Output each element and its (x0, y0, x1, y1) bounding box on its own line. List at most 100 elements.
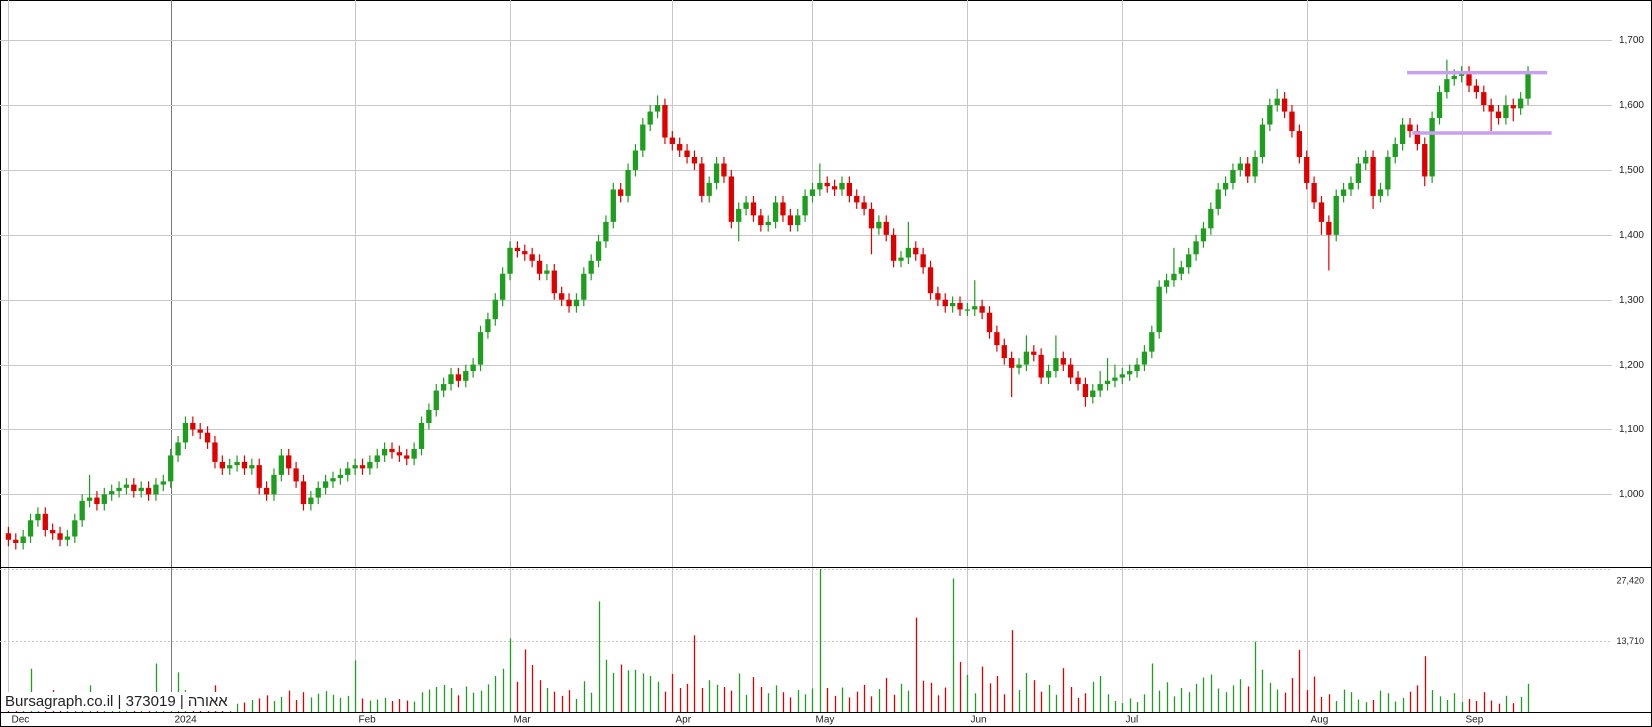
candle-body (359, 465, 366, 469)
candle-body (1289, 111, 1295, 132)
candle-body (1075, 377, 1081, 385)
candle-body (1193, 241, 1199, 255)
candle-body (308, 497, 314, 505)
candle-body (1274, 98, 1280, 106)
candle-body (743, 202, 749, 209)
candle-body (418, 422, 425, 449)
x-tick-label: Dec (12, 715, 30, 726)
candle-body (1097, 384, 1103, 391)
candle-body (1082, 384, 1089, 398)
candle-body (1259, 124, 1266, 157)
candle-body (1422, 144, 1428, 177)
candle-body (227, 465, 233, 469)
candle-body (411, 448, 417, 459)
candle-body (654, 105, 661, 112)
candle-body (1208, 208, 1214, 229)
x-tick-label: 2024 (175, 715, 198, 726)
candle-body (27, 520, 34, 537)
candle-body (42, 513, 48, 531)
candle-body (581, 273, 587, 300)
candle-body (463, 371, 469, 381)
candle-body (706, 182, 712, 196)
candle-body (1171, 273, 1177, 281)
candle-body (492, 299, 498, 320)
candle-body (927, 267, 934, 294)
candle-body (1392, 144, 1398, 157)
candle-body (35, 513, 41, 521)
candle-body (1488, 105, 1494, 112)
candle-body (197, 429, 203, 433)
candle-body (544, 270, 550, 274)
candle-body (898, 257, 904, 261)
y-tick-label: 27,420 (1616, 575, 1644, 585)
candle-body (949, 302, 956, 307)
x-tick-label: May (816, 715, 835, 726)
candle-body (1230, 169, 1236, 183)
candle-body (979, 306, 985, 313)
candle-body (647, 111, 653, 125)
candle-body (736, 208, 742, 222)
candle-body (861, 202, 867, 209)
candle-body (1119, 374, 1125, 378)
candle-body (595, 241, 602, 261)
candle-body (854, 195, 860, 203)
candle-body (839, 182, 845, 190)
candle-body (1267, 105, 1273, 125)
candle-body (1245, 163, 1251, 177)
candle-body (1495, 111, 1502, 119)
candle-body (1127, 371, 1133, 375)
candle-body (477, 332, 484, 365)
x-tick-label: Mar (514, 715, 532, 726)
candle-body (1473, 85, 1480, 93)
candle-body (57, 533, 63, 540)
candle-body (470, 364, 476, 372)
y-tick-label: 1,500 (1619, 165, 1644, 176)
candle-body (1326, 221, 1332, 235)
candle-body (1311, 182, 1317, 203)
candle-body (271, 474, 277, 495)
candle-body (1385, 156, 1391, 190)
candle-body (780, 202, 786, 216)
x-tick-label: Feb (359, 715, 377, 726)
candle-body (846, 182, 853, 196)
candle-body (551, 270, 557, 294)
candle-body (913, 247, 919, 255)
candle-body (986, 312, 993, 333)
candle-body (374, 455, 380, 462)
candle-body (249, 465, 255, 469)
y-tick-label: 1,300 (1619, 295, 1644, 306)
candle-body (699, 163, 705, 196)
candle-body (1008, 358, 1015, 368)
candle-body (404, 455, 410, 459)
candle-body (883, 221, 889, 235)
candle-body (1215, 189, 1221, 209)
candle-body (426, 410, 432, 423)
candle-body (286, 455, 292, 469)
candle-body (190, 422, 196, 430)
candle-body (758, 215, 764, 226)
candle-body (131, 484, 137, 492)
candle-body (1363, 156, 1369, 164)
candle-body (691, 156, 698, 164)
candle-body (345, 468, 351, 475)
candle-body (1444, 79, 1450, 93)
candle-body (1517, 98, 1524, 109)
candle-body (1370, 156, 1376, 196)
candle-body (868, 208, 875, 229)
candle-body (212, 442, 218, 462)
candle-body (677, 144, 683, 151)
candle-body (1318, 202, 1325, 222)
candle-body (1023, 351, 1030, 365)
candle-body (610, 189, 616, 222)
candle-body (389, 448, 395, 453)
candle-body (1377, 189, 1384, 196)
y-tick-label: 1,200 (1619, 360, 1644, 371)
candle-body (603, 221, 609, 242)
candle-body (802, 195, 808, 216)
candle-body (625, 169, 631, 196)
candle-body (713, 163, 720, 183)
candle-body (772, 202, 779, 222)
candle-body (64, 536, 71, 540)
candle-body (559, 293, 565, 300)
candle-body (72, 520, 78, 537)
